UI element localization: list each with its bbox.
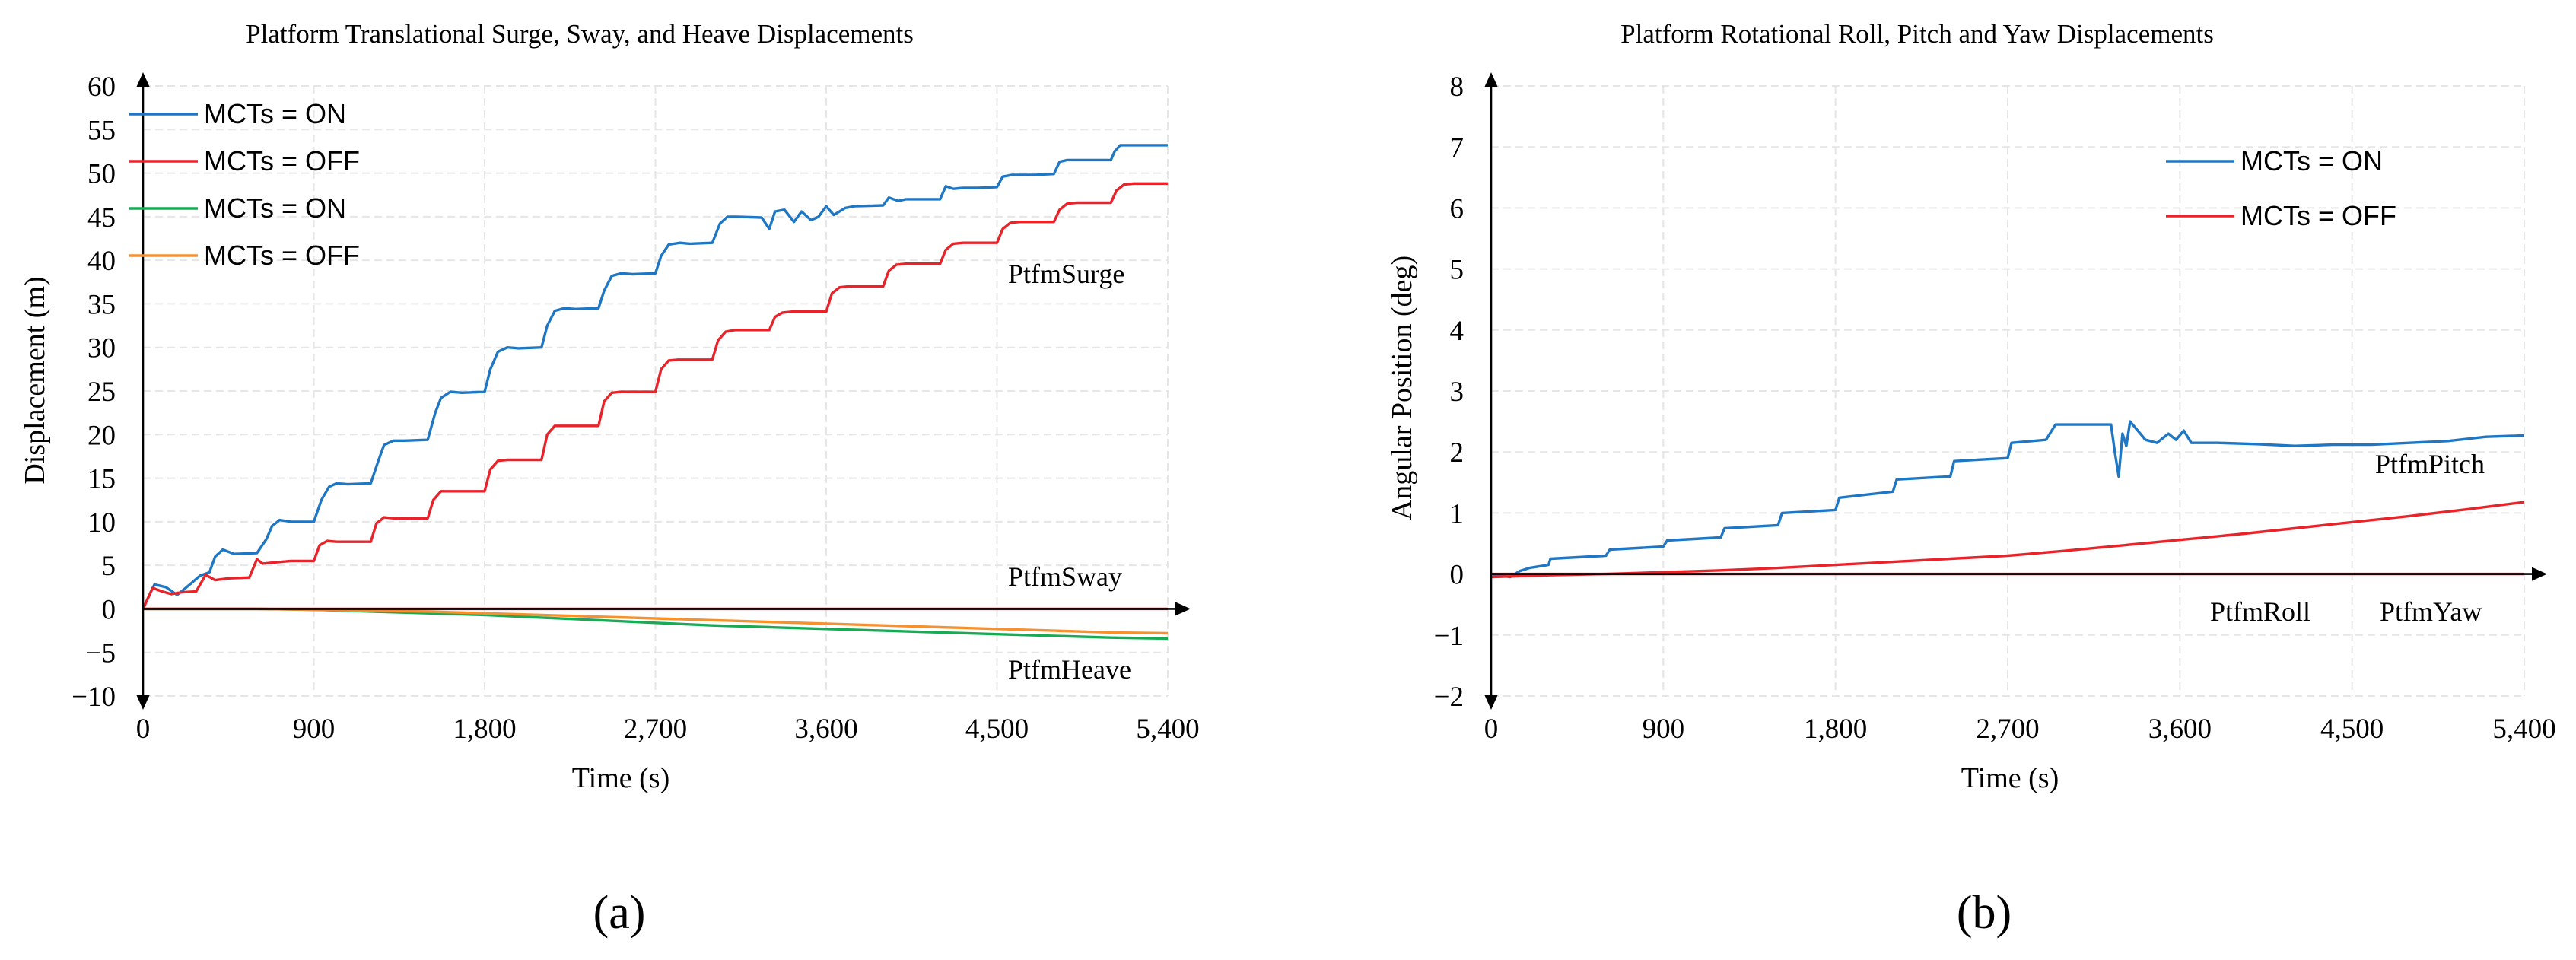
y-tick-label-a: 50 <box>87 159 116 190</box>
annotations-a: PtfmSurge PtfmSway PtfmHeave <box>1008 259 1131 685</box>
y-tick-label-b: 7 <box>1450 132 1465 164</box>
caption-b: (b) <box>1957 887 2012 939</box>
y-ticks-b: −2 −1 0 1 2 3 4 5 6 7 8 <box>1434 72 1464 713</box>
annotation-a: PtfmSway <box>1008 561 1122 592</box>
series-line-a-0 <box>142 144 1168 610</box>
series-line-a-1 <box>142 182 1168 610</box>
x-tick-label-a: 3,600 <box>794 714 857 745</box>
y-tick-label-b: 1 <box>1450 498 1465 529</box>
y-tick-label-b: 5 <box>1450 255 1465 286</box>
y-tick-label-a: −5 <box>86 638 116 669</box>
annotation-a: PtfmHeave <box>1008 654 1131 685</box>
annotation-b: PtfmRoll <box>2210 596 2310 627</box>
x-axis-label-a: Time (s) <box>572 762 669 794</box>
x-tick-label-b: 4,500 <box>2320 714 2384 745</box>
y-tick-label-a: 55 <box>87 115 116 146</box>
y-tick-label-a: 60 <box>87 72 116 103</box>
y-tick-label-a: 35 <box>87 289 116 320</box>
y-tick-label-b: −2 <box>1434 682 1464 713</box>
y-tick-label-a: 15 <box>87 464 116 495</box>
legend-label-a: MCTs = OFF <box>204 240 360 271</box>
chart-title-b: Platform Rotational Roll, Pitch and Yaw … <box>1620 19 2214 49</box>
y-tick-label-b: −1 <box>1434 621 1464 652</box>
chart-title-a: Platform Translational Surge, Sway, and … <box>246 19 914 49</box>
y-tick-label-b: 4 <box>1450 316 1465 347</box>
y-tick-label-b: 6 <box>1450 193 1465 224</box>
x-tick-label-a: 0 <box>136 714 151 745</box>
y-tick-label-b: 0 <box>1450 560 1465 591</box>
x-axis-arrow-b <box>2532 567 2547 581</box>
y-tick-label-b: 8 <box>1450 72 1465 103</box>
x-tick-label-b: 5,400 <box>2492 714 2555 745</box>
x-tick-label-a: 1,800 <box>453 714 516 745</box>
panel-a: Platform Translational Surge, Sway, and … <box>19 19 1200 939</box>
x-tick-label-a: 5,400 <box>1136 714 1199 745</box>
y-tick-label-a: 0 <box>102 594 116 625</box>
y-ticks-a: −10 −5 0 5 10 15 20 25 30 35 40 45 50 55 60 <box>72 72 116 713</box>
y-tick-label-b: 2 <box>1450 437 1465 469</box>
x-axis-arrow-a <box>1175 602 1191 616</box>
y-tick-label-a: 20 <box>87 420 116 451</box>
series-line-b-1 <box>1490 501 2525 579</box>
y-tick-label-a: 25 <box>87 377 116 408</box>
y-axis-label-a: Displacement (m) <box>19 276 51 484</box>
caption-a: (a) <box>593 887 646 939</box>
x-ticks-a: 0 900 1,800 2,700 3,600 4,500 5,400 <box>136 714 1200 745</box>
x-tick-label-b: 2,700 <box>1976 714 2039 745</box>
y-tick-label-a: 40 <box>87 246 116 277</box>
legend-b: MCTs = ON MCTs = OFF <box>2166 145 2396 231</box>
x-tick-label-b: 0 <box>1484 714 1499 745</box>
y-axis-arrow-bottom-a <box>136 695 150 710</box>
annotation-b: PtfmYaw <box>2380 596 2482 627</box>
y-axis-arrow-top-b <box>1484 72 1498 87</box>
y-tick-label-b: 3 <box>1450 377 1465 408</box>
x-tick-label-a: 2,700 <box>624 714 687 745</box>
y-axis-label-b: Angular Position (deg) <box>1386 256 1418 520</box>
y-tick-label-a: 5 <box>102 551 116 582</box>
panel-b: Platform Rotational Roll, Pitch and Yaw … <box>1386 19 2556 939</box>
axes-b <box>1484 72 2547 710</box>
legend-a: MCTs = ON MCTs = OFF MCTs = ON MCTs = OFF <box>129 98 360 271</box>
y-tick-label-a: 10 <box>87 507 116 539</box>
x-tick-label-a: 4,500 <box>965 714 1029 745</box>
y-tick-label-a: 45 <box>87 202 116 234</box>
legend-label-a: MCTs = ON <box>204 98 346 129</box>
x-tick-label-a: 900 <box>293 714 336 745</box>
grid-b <box>1490 85 2525 697</box>
annotation-b: PtfmPitch <box>2375 449 2485 479</box>
x-axis-label-b: Time (s) <box>1961 762 2059 794</box>
y-tick-label-a: 30 <box>87 333 116 364</box>
legend-label-a: MCTs = ON <box>204 192 346 224</box>
annotation-a: PtfmSurge <box>1008 259 1124 289</box>
x-tick-label-b: 1,800 <box>1804 714 1867 745</box>
y-tick-label-a: −10 <box>72 682 116 713</box>
legend-label-b: MCTs = ON <box>2240 145 2383 176</box>
series-line-b-0 <box>1490 420 2525 579</box>
axes-a <box>136 72 1191 710</box>
x-tick-label-b: 900 <box>1643 714 1685 745</box>
legend-label-a: MCTs = OFF <box>204 145 360 176</box>
x-ticks-b: 0 900 1,800 2,700 3,600 4,500 5,400 <box>1484 714 2556 745</box>
legend-label-b: MCTs = OFF <box>2240 200 2396 231</box>
y-axis-arrow-bottom-b <box>1484 695 1498 710</box>
x-tick-label-b: 3,600 <box>2148 714 2212 745</box>
annotations-b: PtfmPitch PtfmRoll PtfmYaw <box>2210 449 2485 627</box>
y-axis-arrow-top-a <box>136 72 150 87</box>
